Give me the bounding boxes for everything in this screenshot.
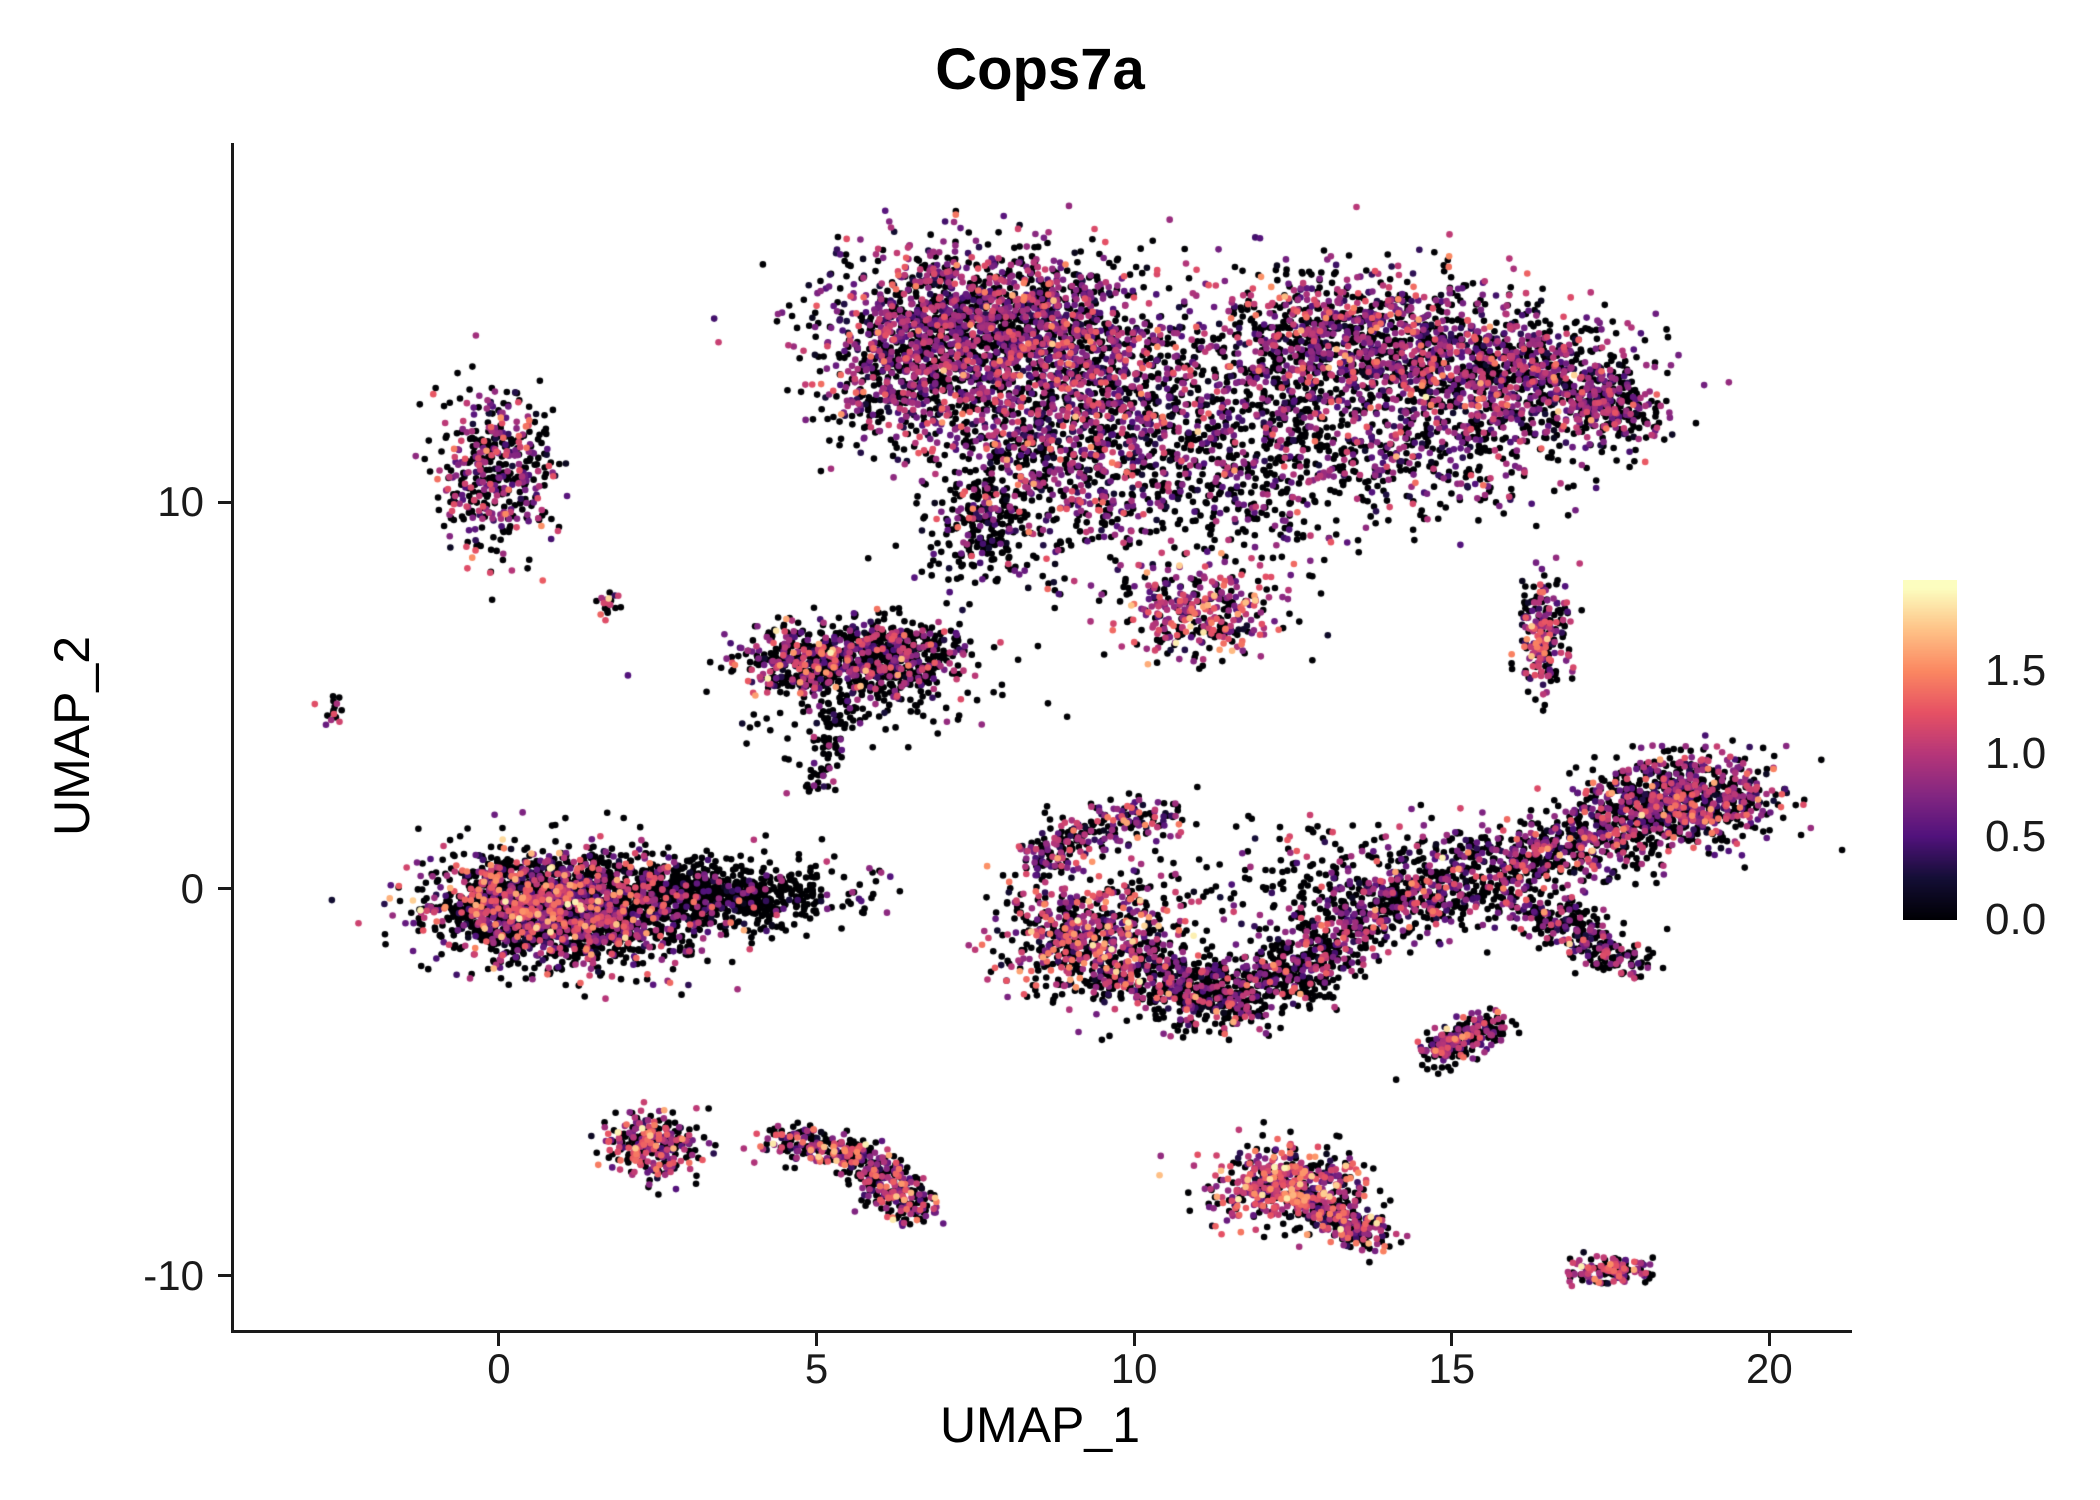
x-tick-label: 5 [804,1345,829,1392]
y-tick-label: 0 [180,864,204,912]
x-tick-label: 0 [487,1345,511,1392]
colorbar-tick-label: 0.0 [1985,895,2047,944]
y-axis-tick [218,887,234,891]
x-axis-tick [1132,1330,1136,1346]
x-axis-tick [815,1330,819,1346]
colorbar-tick-label: 1.5 [1985,646,2047,696]
y-tick-label: -10 [143,1251,204,1299]
colorbar-tick-label: 1.0 [1985,729,2047,779]
y-axis-tick [218,1274,234,1277]
x-axis-label: UMAP_1 [939,1397,1141,1453]
x-axis-tick [1450,1330,1454,1346]
colorbar-gradient [1903,580,1957,920]
plot-panel: 0 5 10 15 20 -10 0 10 [143,143,1852,1392]
x-tick-label: 15 [1428,1345,1476,1392]
x-axis-tick [497,1330,501,1346]
y-axis-label: UMAP_2 [44,635,100,837]
x-tick-label: 10 [1110,1345,1158,1392]
plot-title: Cops7a [935,37,1145,102]
colorbar-legend: 0.0 0.5 1.0 1.5 [1903,580,2046,944]
colorbar-tick-label: 0.5 [1985,812,2047,862]
x-axis-tick [1767,1330,1771,1346]
x-tick-label: 20 [1746,1345,1793,1392]
y-axis-tick [218,500,234,504]
scatter-canvas [234,143,1852,1330]
y-tick-label: 10 [157,478,204,526]
